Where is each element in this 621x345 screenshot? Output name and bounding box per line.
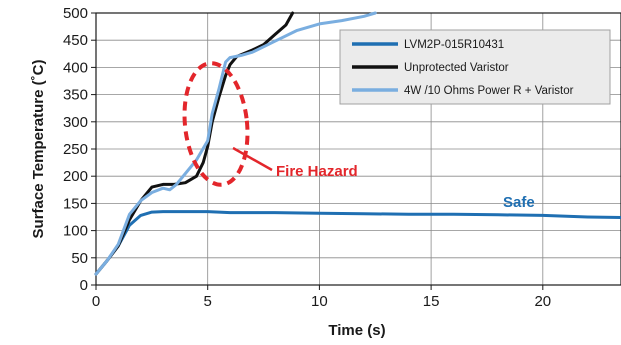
y-axis-title: Surface Temperature (˚C) bbox=[30, 60, 47, 239]
fire-hazard-label: Fire Hazard bbox=[276, 163, 358, 180]
series-lines bbox=[94, 11, 621, 276]
x-tick-label: 5 bbox=[204, 293, 212, 310]
y-tick-label: 200 bbox=[63, 168, 88, 185]
y-tick-label: 0 bbox=[80, 277, 88, 294]
y-tick-label: 100 bbox=[63, 223, 88, 240]
x-tick-label: 10 bbox=[311, 293, 328, 310]
y-tick-label: 150 bbox=[63, 195, 88, 212]
y-tick-label: 500 bbox=[63, 5, 88, 22]
x-tick-label: 15 bbox=[423, 293, 440, 310]
legend-label: Unprotected Varistor bbox=[404, 62, 509, 74]
fire-hazard-pointer bbox=[232, 146, 273, 172]
y-tick-label: 450 bbox=[63, 32, 88, 49]
legend-label: 4W /10 Ohms Power R + Varistor bbox=[404, 85, 574, 97]
axis-ticks: 0 50 100 150 200 250 300 350 400 450 500 0 5 10 15 20 bbox=[63, 5, 551, 310]
x-axis-title: Time (s) bbox=[328, 322, 385, 339]
fire-hazard-ellipse bbox=[182, 61, 250, 187]
y-tick-label: 400 bbox=[63, 59, 88, 76]
y-tick-label: 350 bbox=[63, 87, 88, 104]
legend-entry: LVM2P-015R10431 bbox=[352, 39, 504, 51]
y-tick-label: 250 bbox=[63, 141, 88, 158]
y-tick-label: 50 bbox=[71, 250, 88, 267]
x-tick-label: 20 bbox=[534, 293, 551, 310]
series-line-1 bbox=[94, 210, 621, 276]
fire-hazard-annotation: Fire Hazard bbox=[182, 61, 358, 187]
legend-entry: Unprotected Varistor bbox=[352, 62, 509, 74]
legend: LVM2P-015R10431 Unprotected Varistor 4W … bbox=[339, 29, 611, 105]
legend-entry: 4W /10 Ohms Power R + Varistor bbox=[352, 85, 574, 97]
x-tick-label: 0 bbox=[92, 293, 100, 310]
legend-label: LVM2P-015R10431 bbox=[404, 39, 504, 51]
safe-label: Safe bbox=[503, 194, 535, 211]
series-line-3 bbox=[94, 11, 377, 276]
y-tick-label: 300 bbox=[63, 114, 88, 131]
